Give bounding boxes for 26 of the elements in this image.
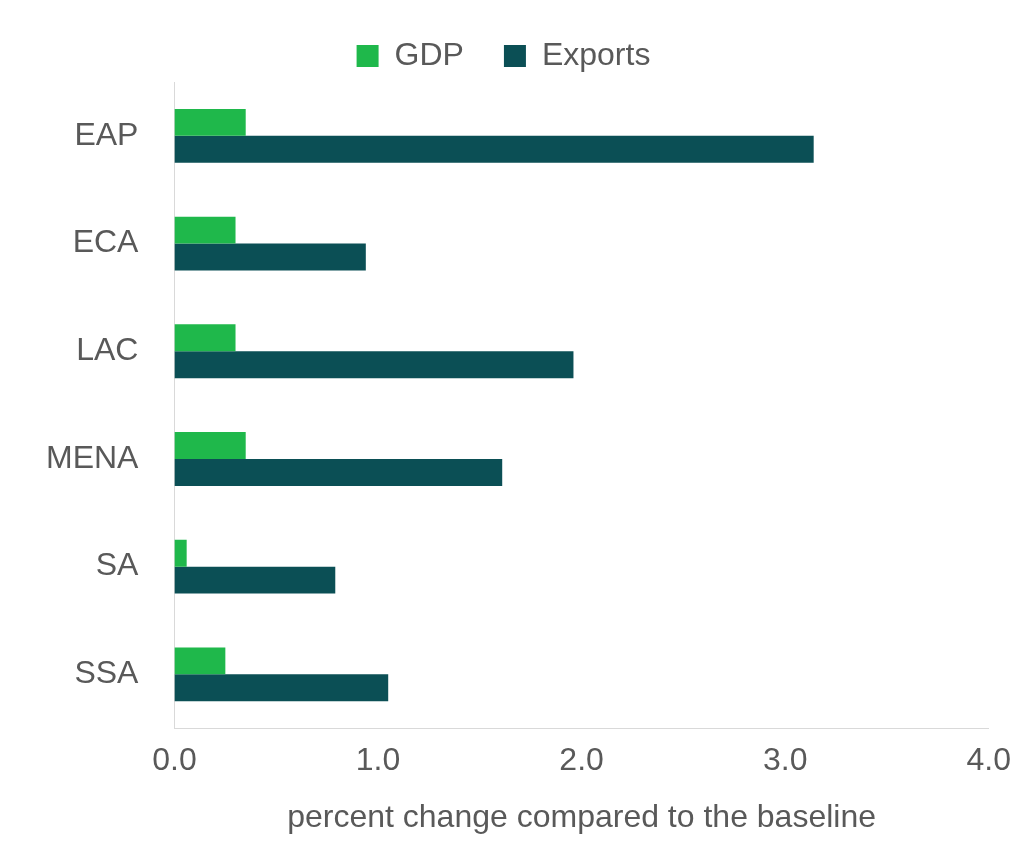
bar xyxy=(174,539,187,567)
bar xyxy=(174,216,236,244)
x-tick-label: 1.0 xyxy=(355,741,401,778)
y-tick-label: MENA xyxy=(46,438,140,475)
x-tick-label: 3.0 xyxy=(762,741,808,778)
bar xyxy=(174,647,226,675)
x-tick-label: 2.0 xyxy=(559,741,604,778)
y-tick-label: ECA xyxy=(72,223,140,260)
legend-label: Exports xyxy=(541,35,651,72)
bar xyxy=(174,243,366,271)
y-tick-label: SA xyxy=(95,546,140,583)
bar xyxy=(174,324,236,352)
x-tick-label: 0.0 xyxy=(152,741,197,778)
bar xyxy=(174,674,389,702)
bar xyxy=(174,351,574,379)
legend-label: GDP xyxy=(394,35,464,72)
y-tick-label: LAC xyxy=(76,331,139,368)
bar xyxy=(174,108,246,136)
bar xyxy=(174,432,246,459)
bar xyxy=(174,135,814,163)
x-axis-title: percent change compared to the baseline xyxy=(287,797,877,834)
x-tick-label: 4.0 xyxy=(966,741,1011,778)
bar xyxy=(174,566,336,594)
bar xyxy=(174,458,503,486)
y-tick-label: SSA xyxy=(74,654,140,691)
y-tick-label: EAP xyxy=(74,115,139,152)
